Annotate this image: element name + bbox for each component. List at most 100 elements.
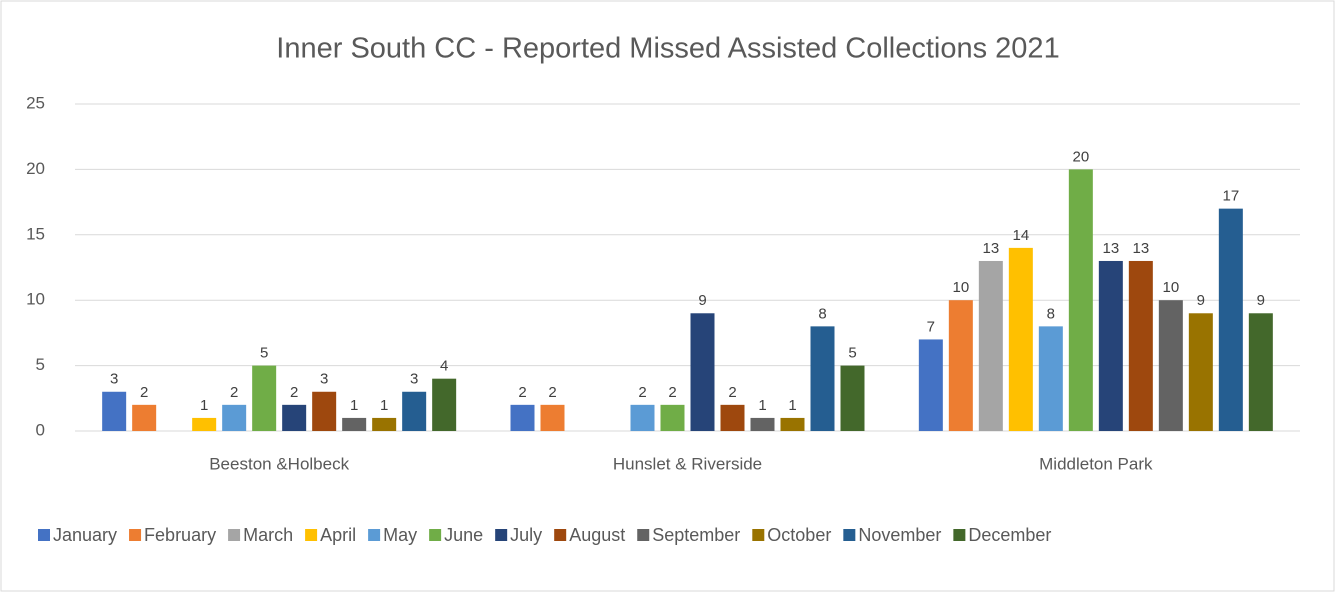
data-label: 8 [1047, 305, 1055, 322]
bar [102, 391, 127, 431]
legend-swatch [228, 529, 241, 541]
data-label: 9 [698, 292, 706, 309]
legend-swatch [129, 529, 142, 541]
data-label: 2 [668, 384, 676, 401]
legend-swatch [368, 529, 381, 541]
bar [312, 391, 337, 431]
bar [1068, 169, 1093, 431]
bar [282, 404, 307, 431]
bar [1188, 313, 1213, 431]
data-label: 14 [1012, 227, 1029, 244]
bar [192, 417, 217, 431]
bar [252, 365, 277, 431]
legend-label: August [569, 525, 625, 545]
data-label: 8 [818, 305, 826, 322]
bar [660, 404, 685, 431]
data-label: 3 [320, 371, 328, 388]
bar [402, 391, 427, 431]
data-label: 1 [200, 397, 208, 414]
bar [690, 313, 715, 431]
bar [948, 300, 973, 431]
legend-swatch [429, 529, 442, 541]
data-label: 13 [982, 240, 999, 257]
chart-title: Inner South CC - Reported Missed Assiste… [276, 33, 1059, 65]
bar [540, 404, 565, 431]
data-label: 4 [440, 358, 448, 375]
data-label: 1 [758, 397, 766, 414]
bar [780, 417, 805, 431]
data-label: 20 [1072, 148, 1089, 165]
bar [222, 404, 247, 431]
data-label: 10 [952, 279, 969, 296]
legend-swatch [38, 529, 50, 541]
bar [810, 326, 835, 431]
legend-label: September [652, 525, 740, 545]
bar [978, 260, 1003, 431]
legend-label: December [968, 525, 1051, 545]
legend-swatch [495, 529, 508, 541]
data-label: 17 [1222, 188, 1239, 205]
y-tick-label: 20 [26, 159, 45, 178]
data-label: 2 [518, 384, 526, 401]
data-label: 1 [380, 397, 388, 414]
data-label: 9 [1257, 292, 1265, 309]
legend-label: March [243, 525, 293, 545]
data-label: 5 [260, 345, 268, 362]
y-tick-label: 25 [26, 93, 45, 112]
y-tick-label: 5 [36, 355, 45, 374]
bar [1218, 208, 1243, 431]
data-label: 7 [927, 318, 935, 335]
data-label: 2 [140, 384, 148, 401]
legend-swatch [554, 529, 567, 541]
x-tick-label: Beeston &Holbeck [209, 454, 349, 473]
x-tick-label: Hunslet & Riverside [613, 454, 762, 473]
bar [510, 404, 535, 431]
data-label: 5 [848, 345, 856, 362]
bar [630, 404, 655, 431]
legend-swatch [637, 529, 650, 541]
legend-label: November [858, 525, 941, 545]
data-label: 2 [638, 384, 646, 401]
legend-label: October [767, 525, 831, 545]
bar [840, 365, 865, 431]
y-tick-label: 15 [26, 224, 45, 243]
legend-label: April [320, 525, 356, 545]
y-tick-label: 10 [26, 290, 45, 309]
bar [372, 417, 397, 431]
bar [1128, 260, 1153, 431]
bar [1158, 300, 1183, 431]
data-label: 1 [350, 397, 358, 414]
bar [750, 417, 775, 431]
legend-label: June [444, 525, 483, 545]
data-label: 3 [410, 371, 418, 388]
bar [720, 404, 745, 431]
legend-label: May [383, 525, 417, 545]
data-label: 1 [788, 397, 796, 414]
legend-label: January [53, 525, 117, 545]
legend-label: February [144, 525, 216, 545]
bar [1008, 247, 1033, 431]
legend-swatch [953, 529, 966, 541]
bar [1098, 260, 1123, 431]
legend-label: July [510, 525, 542, 545]
bar [1038, 326, 1063, 431]
data-label: 9 [1197, 292, 1205, 309]
bar [132, 404, 157, 431]
data-label: 13 [1132, 240, 1149, 257]
data-label: 2 [290, 384, 298, 401]
legend-swatch [843, 529, 856, 541]
data-label: 2 [728, 384, 736, 401]
data-label: 13 [1102, 240, 1119, 257]
data-label: 2 [548, 384, 556, 401]
y-tick-label: 0 [36, 420, 45, 439]
legend-swatch [305, 529, 318, 541]
legend-swatch [752, 529, 765, 541]
bar [432, 378, 457, 431]
bar [918, 339, 943, 431]
x-tick-label: Middleton Park [1039, 454, 1153, 473]
data-label: 10 [1162, 279, 1179, 296]
bar [342, 417, 367, 431]
data-label: 3 [110, 371, 118, 388]
bar [1248, 313, 1273, 431]
